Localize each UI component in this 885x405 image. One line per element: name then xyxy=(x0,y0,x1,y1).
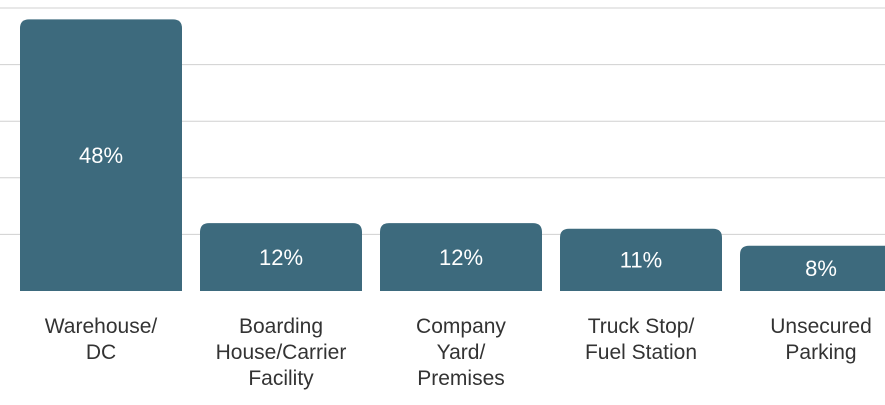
value-label: 12% xyxy=(439,245,483,270)
value-label: 8% xyxy=(805,256,837,281)
value-label: 48% xyxy=(79,143,123,168)
bar xyxy=(380,223,542,291)
x-tick-label: Company Yard/ Premises xyxy=(416,315,506,390)
value-label: 12% xyxy=(259,245,303,270)
x-tick-label: Unsecured Parking xyxy=(770,315,872,364)
x-tick-label: Boarding House/Carrier Facility xyxy=(215,315,347,390)
bar xyxy=(740,245,885,291)
x-tick-label: Warehouse/ DC xyxy=(44,315,158,364)
value-label: 11% xyxy=(620,248,662,273)
bar xyxy=(200,223,362,291)
x-tick-label: Truck Stop/ Fuel Station xyxy=(584,315,698,364)
bar xyxy=(560,228,722,291)
bar xyxy=(20,19,182,291)
